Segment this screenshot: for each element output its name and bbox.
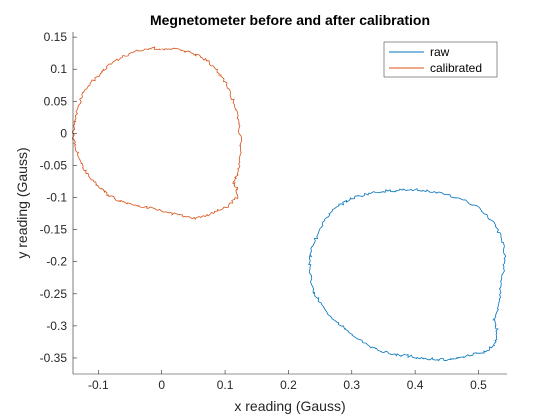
x-tick-label: 0 [158, 378, 165, 392]
y-tick-label: -0.2 [46, 255, 67, 269]
y-tick-label: -0.1 [46, 191, 67, 205]
y-tick-label: -0.35 [40, 351, 68, 365]
chart-title: Megnetometer before and after calibratio… [150, 12, 430, 28]
axes-background [73, 32, 507, 374]
x-tick-label: 0.1 [217, 378, 234, 392]
series-layer [71, 46, 507, 362]
y-tick-label: -0.25 [40, 287, 68, 301]
x-tick-label: -0.1 [88, 378, 109, 392]
y-axis-label: y reading (Gauss) [14, 147, 30, 258]
axes-layer: -0.1 0 0.1 0.2 0.3 0.4 0.5 0.15 0.1 0.05 0 -0.05 -0.… [40, 30, 507, 392]
y-tick-label: 0.15 [44, 30, 68, 44]
y-tick-label: -0.05 [40, 158, 68, 172]
series-line-calibrated [71, 46, 243, 221]
legend: raw calibrated [383, 41, 498, 78]
x-axis-label: x reading (Gauss) [234, 398, 345, 414]
x-tick-label: 0.5 [470, 378, 487, 392]
legend-label-raw: raw [430, 45, 450, 59]
x-tick-label: 0.2 [280, 378, 297, 392]
y-tick-label: -0.15 [40, 223, 68, 237]
legend-label-calibrated: calibrated [430, 61, 482, 75]
x-tick-label: 0.3 [343, 378, 360, 392]
y-tick-label: 0 [60, 126, 67, 140]
legend-box [383, 41, 498, 78]
y-tick-label: -0.3 [46, 319, 67, 333]
series-line-raw [308, 188, 507, 362]
y-tick-label: 0.05 [44, 94, 68, 108]
x-tick-label: 0.4 [407, 378, 424, 392]
y-tick-label: 0.1 [50, 62, 67, 76]
